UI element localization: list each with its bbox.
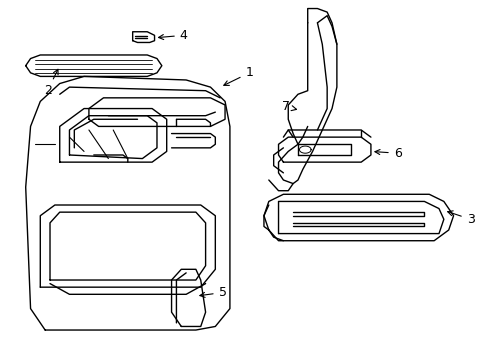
Text: 5: 5	[200, 286, 226, 299]
Text: 2: 2	[43, 69, 58, 97]
Text: 6: 6	[374, 147, 401, 160]
Text: 3: 3	[447, 211, 473, 226]
Text: 1: 1	[224, 66, 253, 85]
Text: 4: 4	[158, 29, 187, 42]
Text: 7: 7	[281, 100, 296, 113]
